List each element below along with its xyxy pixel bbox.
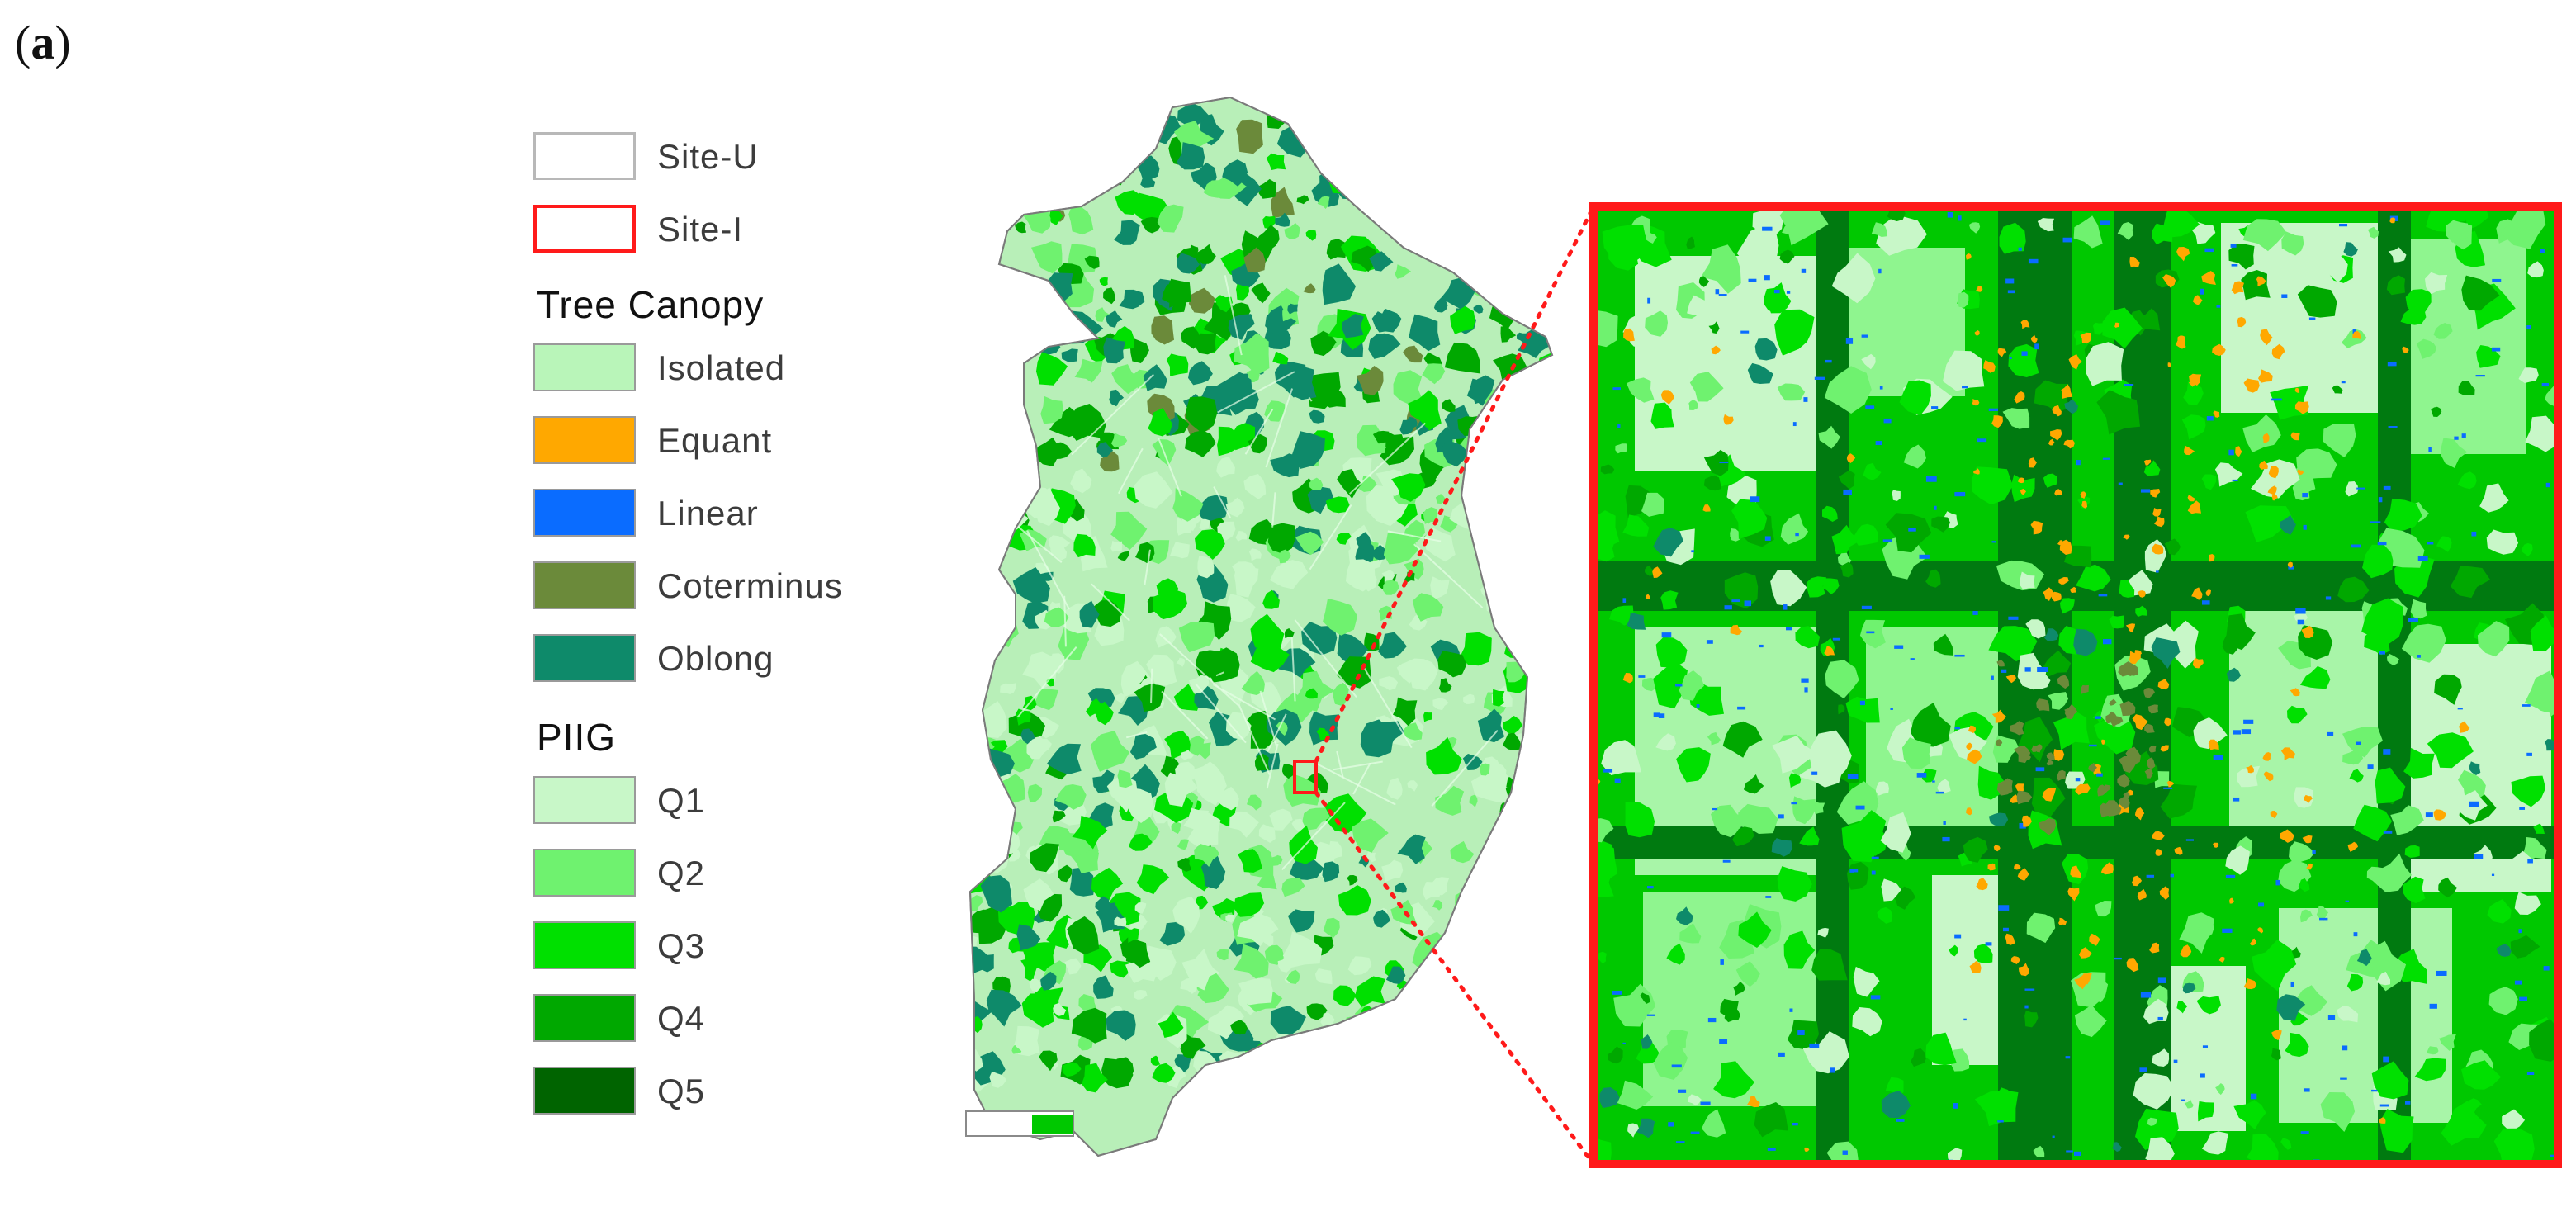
legend-label-linear: Linear	[657, 494, 759, 532]
legend-label-coterminus: Coterminus	[657, 566, 843, 605]
legend-label-isolated: Isolated	[657, 348, 786, 387]
legend-label-q5: Q5	[657, 1072, 706, 1110]
legend-item-q2: Q2	[533, 849, 880, 903]
legend-swatch-q2	[533, 849, 636, 897]
legend-label-q3: Q3	[657, 926, 706, 965]
piig-heading: PIIG	[537, 716, 617, 759]
site-u-islet-canopy	[1032, 1115, 1073, 1134]
legend-label-site-u: Site-U	[657, 137, 759, 176]
legend-item-q4: Q4	[533, 994, 880, 1048]
legend-swatch-q3	[533, 921, 636, 969]
legend-item-linear: Linear	[533, 489, 880, 543]
site-i-inset-map	[1589, 202, 2562, 1168]
legend-swatch-q5	[533, 1067, 636, 1115]
legend-swatch-linear	[533, 489, 636, 537]
legend-label-q4: Q4	[657, 999, 706, 1038]
legend-item-equant: Equant	[533, 416, 880, 471]
legend-item-site-u: Site-U	[533, 132, 880, 187]
legend-label-q2: Q2	[657, 854, 706, 892]
legend-item-oblong: Oblong	[533, 634, 880, 689]
legend-label-site-i: Site-I	[657, 210, 744, 248]
legend-swatch-oblong	[533, 634, 636, 682]
legend-swatch-equant	[533, 416, 636, 464]
site-i-boundary-swatch	[533, 205, 636, 253]
panel-label: (a)	[15, 16, 71, 69]
legend-swatch-q1	[533, 776, 636, 824]
legend-item-q3: Q3	[533, 921, 880, 976]
legend-item-site-i: Site-I	[533, 205, 880, 259]
legend-label-oblong: Oblong	[657, 639, 774, 678]
inset-frame	[1589, 202, 2562, 1168]
inset-connector-top	[1314, 204, 1596, 764]
inset-connector-bottom	[1314, 790, 1596, 1167]
site-u-boundary-swatch	[533, 132, 636, 180]
city-map	[965, 97, 1553, 1157]
legend-item-q5: Q5	[533, 1067, 880, 1121]
site-i-boundary	[1293, 760, 1318, 794]
legend-item-q1: Q1	[533, 776, 880, 831]
legend-swatch-coterminus	[533, 561, 636, 609]
legend-swatch-isolated	[533, 343, 636, 391]
legend-swatch-q4	[533, 994, 636, 1042]
tree-canopy-heading: Tree Canopy	[537, 283, 765, 326]
legend-item-isolated: Isolated	[533, 343, 880, 398]
legend-label-q1: Q1	[657, 781, 706, 820]
legend-item-coterminus: Coterminus	[533, 561, 880, 616]
legend-label-equant: Equant	[657, 421, 773, 460]
map-legend: Site-U Site-I Tree Canopy Isolated Equant…	[528, 132, 892, 1139]
